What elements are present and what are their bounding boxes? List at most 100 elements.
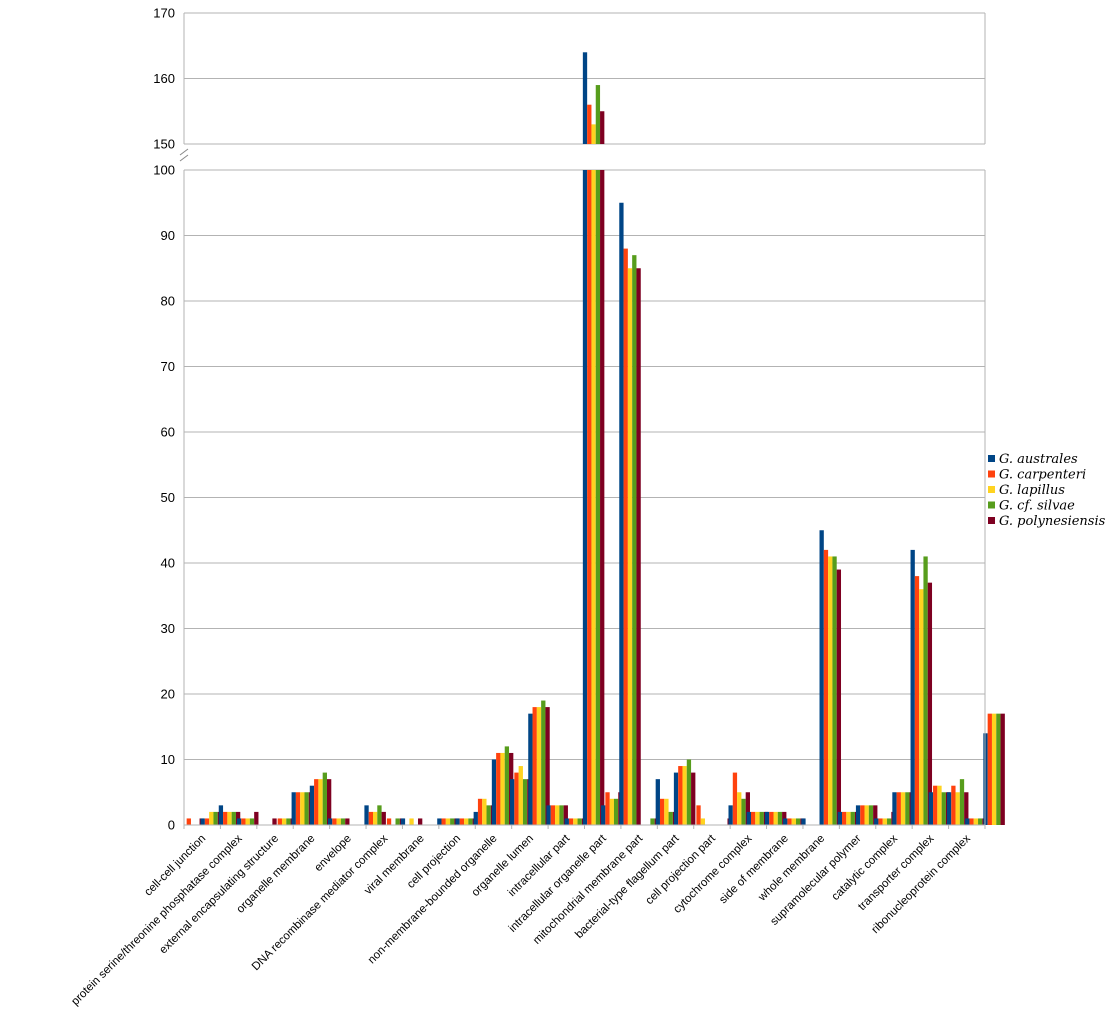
- bar: [236, 818, 242, 825]
- bar: [655, 779, 660, 825]
- bar: [632, 255, 637, 825]
- legend-label: G. carpenteri: [999, 468, 1086, 483]
- bar: [837, 811, 843, 825]
- bar: [978, 818, 983, 825]
- bar: [304, 792, 309, 825]
- bar-upper-segment: [582, 52, 588, 144]
- bar: [322, 772, 327, 825]
- bar: [846, 811, 851, 825]
- bar: [486, 805, 491, 825]
- bar: [791, 818, 797, 825]
- bar: [291, 792, 296, 825]
- bar: [528, 713, 533, 825]
- bar: [587, 170, 592, 825]
- bar: [905, 792, 910, 825]
- bar: [532, 707, 537, 825]
- bar: [332, 818, 337, 825]
- bar: [619, 202, 624, 825]
- legend-swatch: [988, 455, 995, 462]
- bar: [682, 766, 687, 825]
- bar: [218, 805, 224, 825]
- bar: [636, 268, 641, 825]
- y-tick-label: 10: [161, 752, 175, 767]
- bar: [459, 818, 465, 825]
- bar: [864, 805, 869, 825]
- bar: [896, 792, 901, 825]
- bar: [673, 772, 679, 825]
- bar: [914, 576, 920, 825]
- bar: [418, 818, 423, 825]
- bar: [928, 792, 934, 825]
- bars: [186, 52, 1005, 826]
- bar: [973, 818, 979, 825]
- bar: [395, 818, 400, 825]
- bar: [318, 779, 323, 825]
- bar: [991, 713, 997, 825]
- bar: [601, 805, 606, 825]
- x-category-label: intracellular part: [506, 832, 573, 899]
- x-category-label: non-membrane-bounded organelle: [366, 833, 500, 967]
- bar-upper-segment: [591, 124, 596, 144]
- bar: [340, 818, 346, 825]
- bar: [568, 818, 574, 825]
- bar: [295, 792, 301, 825]
- bar: [209, 811, 214, 825]
- bar: [887, 818, 892, 825]
- bar: [987, 713, 992, 825]
- bar: [514, 772, 519, 825]
- legend-label: G. polynesiensis: [999, 514, 1106, 529]
- y-tick-label: 30: [161, 621, 175, 636]
- bar: [801, 818, 806, 825]
- bar: [409, 818, 414, 825]
- bar: [591, 170, 596, 825]
- y-tick-label: 80: [161, 294, 175, 309]
- bar: [659, 798, 665, 825]
- x-category-label: protein serine/threonine phosphatase com…: [69, 832, 244, 1007]
- bar: [326, 779, 332, 825]
- bar: [700, 818, 705, 825]
- axes: [179, 13, 986, 829]
- bar: [455, 818, 460, 825]
- bar: [787, 818, 792, 825]
- bar: [546, 805, 551, 825]
- bar: [691, 772, 696, 825]
- bar: [750, 811, 756, 825]
- bar: [728, 805, 733, 825]
- bar: [545, 707, 550, 825]
- y-tick-label: 20: [161, 687, 175, 702]
- bar: [878, 818, 883, 825]
- bar: [400, 818, 406, 825]
- bar: [286, 818, 291, 825]
- bar: [664, 798, 669, 825]
- y-tick-label: 160: [153, 71, 175, 86]
- bar: [482, 798, 487, 825]
- bar: [555, 805, 560, 825]
- bar: [368, 811, 373, 825]
- bar: [437, 818, 442, 825]
- bar: [650, 818, 655, 825]
- bar: [573, 818, 578, 825]
- bar: [522, 779, 528, 825]
- bar: [204, 818, 210, 825]
- bar: [231, 811, 236, 825]
- bar: [272, 818, 277, 825]
- bar: [609, 798, 614, 825]
- bar: [500, 752, 505, 825]
- bar: [777, 811, 783, 825]
- bar-upper-segment: [595, 85, 601, 144]
- bar: [836, 569, 842, 825]
- bar: [477, 798, 483, 825]
- y-tick-label: 150: [153, 137, 175, 152]
- bar: [372, 811, 378, 825]
- bar: [773, 811, 778, 825]
- bar: [510, 779, 515, 825]
- bar: [445, 818, 451, 825]
- bar: [668, 811, 673, 825]
- bar: [550, 805, 556, 825]
- bar: [964, 792, 969, 825]
- bar: [468, 818, 473, 825]
- bar: [381, 811, 386, 825]
- bar: [309, 785, 315, 825]
- x-category-label: DNA recombinase mediator complex: [250, 832, 391, 973]
